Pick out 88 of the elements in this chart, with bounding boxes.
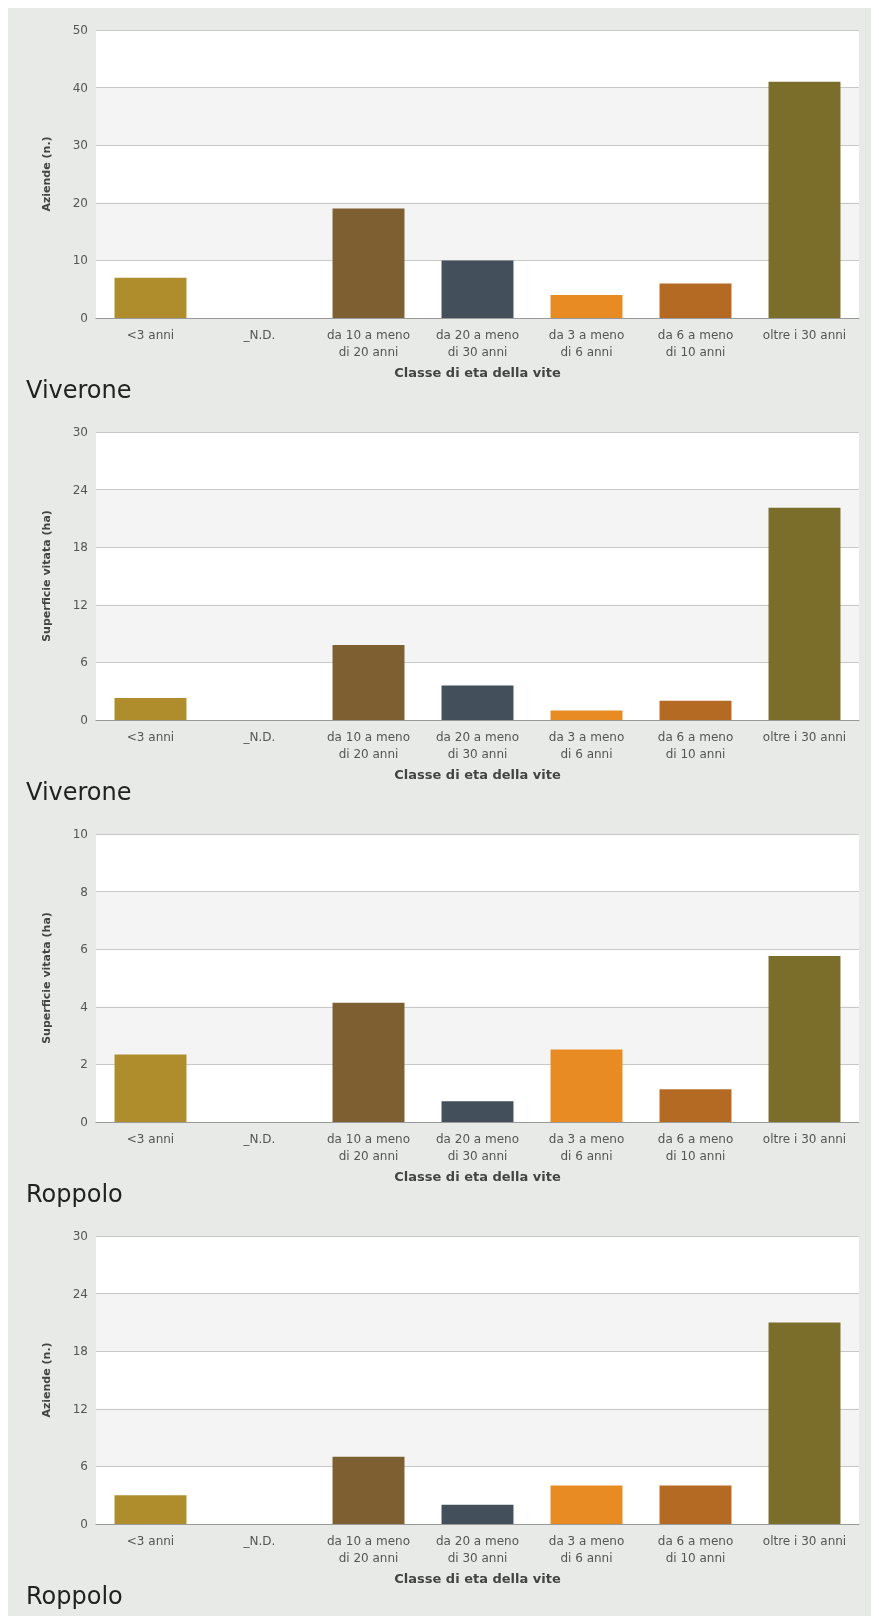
y-axis-title: Superficie vitata (ha) <box>40 912 53 1044</box>
bar <box>114 697 187 720</box>
x-tick-label: <3 anni <box>126 1533 175 1548</box>
text: Roppolo <box>26 1180 123 1208</box>
bar <box>441 260 514 318</box>
x-tick-label: da 6 a meno di 10 anni <box>657 1533 734 1565</box>
bar <box>659 1485 732 1524</box>
bar <box>441 1101 514 1122</box>
x-tick-label: da 10 a meno di 20 anni <box>326 1533 411 1565</box>
x-tick-label: _N.D. <box>242 1533 276 1548</box>
y-tick-label: 4 <box>80 999 88 1014</box>
x-axis-title: Classe di eta della vite <box>394 365 561 380</box>
y-tick-label: 12 <box>72 597 88 612</box>
y-tick-label: 30 <box>72 425 88 439</box>
bar <box>659 283 732 318</box>
text: Viverone <box>26 778 132 806</box>
x-tick-label: oltre i 30 anni <box>762 1533 847 1548</box>
x-tick-label: oltre i 30 anni <box>762 327 847 342</box>
y-tick-label: 50 <box>72 23 88 37</box>
x-tick-label: da 20 a meno di 30 anni <box>435 327 520 359</box>
x-tick-label: _N.D. <box>242 729 276 744</box>
bar <box>550 294 623 318</box>
x-tick-label: da 10 a meno di 20 anni <box>326 1131 411 1163</box>
bar <box>114 1054 187 1122</box>
x-tick-label: da 3 a meno di 6 anni <box>548 327 625 359</box>
x-tick-label: da 6 a meno di 10 anni <box>657 327 734 359</box>
y-axis-title: Aziende (n.) <box>40 136 53 212</box>
x-tick-label: da 10 a meno di 20 anni <box>326 729 411 761</box>
y-tick-label: 30 <box>72 138 88 153</box>
y-tick-label: 18 <box>72 1344 88 1359</box>
bar <box>550 710 623 720</box>
x-tick-label: da 6 a meno di 10 anni <box>657 729 734 761</box>
y-tick-label: 10 <box>72 253 88 268</box>
y-tick-label: 8 <box>80 884 88 899</box>
x-tick-label: da 20 a meno di 30 anni <box>435 729 520 761</box>
bar <box>441 1504 514 1524</box>
y-tick-label: 24 <box>72 1286 88 1301</box>
x-tick-label: da 6 a meno di 10 anni <box>657 1131 734 1163</box>
x-tick-label: da 3 a meno di 6 anni <box>548 1533 625 1565</box>
bar <box>768 956 841 1122</box>
y-tick-label: 40 <box>72 80 88 95</box>
x-axis-title: Classe di eta della vite <box>394 1571 561 1586</box>
x-tick-label: da 10 a meno di 20 anni <box>326 327 411 359</box>
y-tick-label: 18 <box>72 540 88 555</box>
y-tick-label: 0 <box>80 1115 88 1129</box>
bar <box>332 1456 405 1524</box>
x-tick-label: oltre i 30 anni <box>762 1131 847 1146</box>
bar <box>768 507 841 720</box>
y-tick-label: 2 <box>80 1057 88 1072</box>
x-axis-title: Classe di eta della vite <box>394 1169 561 1184</box>
x-tick-label: da 20 a meno di 30 anni <box>435 1131 520 1163</box>
y-axis-title: Superficie vitata (ha) <box>40 510 53 642</box>
bar <box>332 1002 405 1122</box>
bar <box>768 1322 841 1524</box>
bar <box>332 645 405 720</box>
bar <box>659 700 732 720</box>
x-tick-label: da 3 a meno di 6 anni <box>548 1131 625 1163</box>
bar <box>114 277 187 318</box>
bar <box>550 1485 623 1524</box>
bar <box>659 1089 732 1122</box>
x-axis-title: Classe di eta della vite <box>394 767 561 782</box>
text: Viverone <box>26 376 132 404</box>
y-tick-label: 10 <box>72 827 88 841</box>
x-tick-label: <3 anni <box>126 327 175 342</box>
y-tick-label: 12 <box>72 1401 88 1416</box>
y-tick-label: 6 <box>80 1459 88 1474</box>
y-tick-label: 30 <box>72 1229 88 1243</box>
bar <box>768 81 841 318</box>
y-tick-label: 0 <box>80 713 88 727</box>
x-tick-label: _N.D. <box>242 327 276 342</box>
x-tick-label: da 3 a meno di 6 anni <box>548 729 625 761</box>
y-tick-label: 0 <box>80 1517 88 1531</box>
y-tick-label: 6 <box>80 655 88 670</box>
text: Roppolo <box>26 1582 123 1610</box>
x-tick-label: <3 anni <box>126 729 175 744</box>
x-tick-label: da 20 a meno di 30 anni <box>435 1533 520 1565</box>
x-tick-label: oltre i 30 anni <box>762 729 847 744</box>
bar <box>332 208 405 318</box>
y-tick-label: 0 <box>80 311 88 325</box>
y-tick-label: 24 <box>72 482 88 497</box>
y-tick-label: 20 <box>72 195 88 210</box>
x-tick-label: <3 anni <box>126 1131 175 1146</box>
bar <box>550 1049 623 1122</box>
bar <box>441 685 514 720</box>
y-tick-label: 6 <box>80 942 88 957</box>
x-tick-label: _N.D. <box>242 1131 276 1146</box>
bar <box>114 1495 187 1524</box>
y-axis-title: Aziende (n.) <box>40 1342 53 1418</box>
